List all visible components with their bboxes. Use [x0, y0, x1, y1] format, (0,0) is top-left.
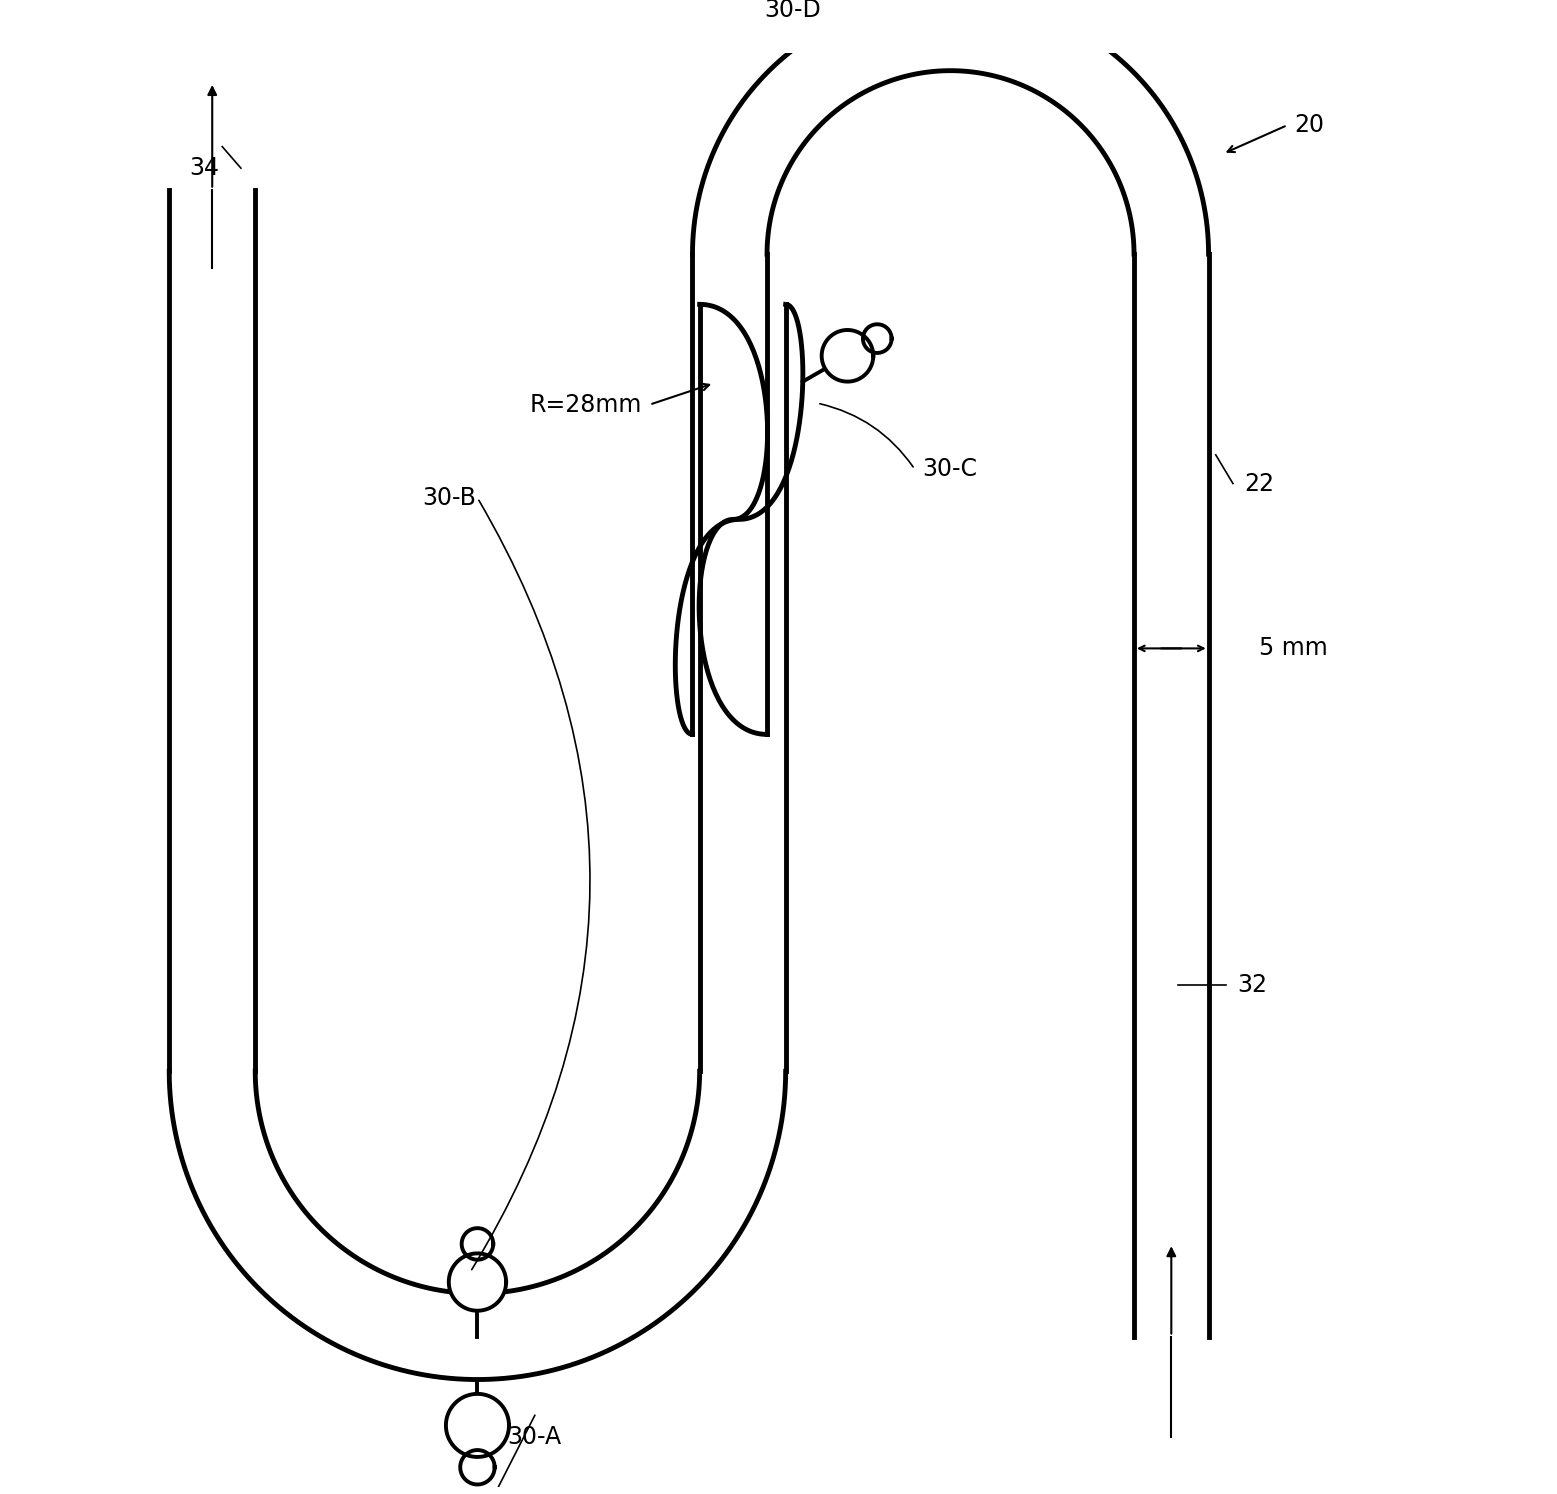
- Text: 30-C: 30-C: [922, 457, 976, 481]
- Polygon shape: [863, 324, 892, 353]
- Text: 5 mm: 5 mm: [1258, 636, 1328, 660]
- Polygon shape: [448, 1253, 506, 1310]
- Polygon shape: [462, 1228, 494, 1259]
- Text: 34: 34: [190, 157, 220, 181]
- Text: 30-B: 30-B: [422, 486, 476, 509]
- Text: 20: 20: [1294, 114, 1325, 137]
- Polygon shape: [822, 330, 873, 381]
- Text: R=28mm: R=28mm: [529, 393, 643, 417]
- Polygon shape: [461, 1451, 495, 1485]
- Text: 30-A: 30-A: [508, 1425, 562, 1449]
- Polygon shape: [922, 0, 979, 7]
- Text: 22: 22: [1244, 472, 1275, 496]
- Polygon shape: [445, 1394, 509, 1457]
- Text: 30-D: 30-D: [764, 0, 821, 22]
- Text: 32: 32: [1238, 973, 1267, 998]
